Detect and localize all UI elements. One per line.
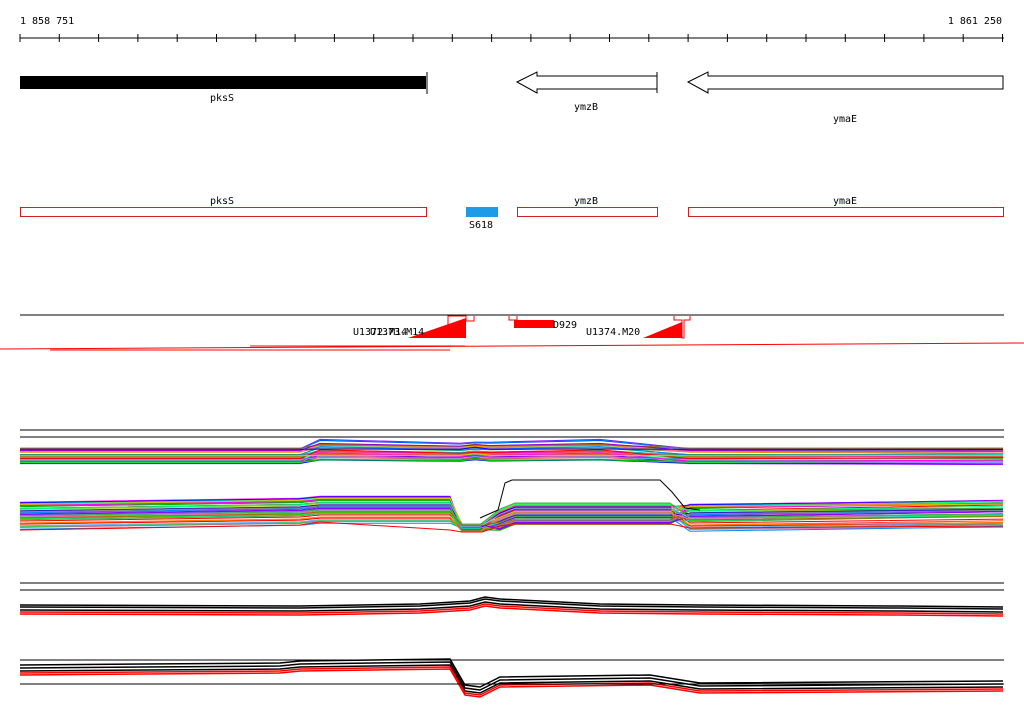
expression-profile <box>19 502 1004 526</box>
tu-label-3: U1374.M20 <box>586 327 640 338</box>
expression-profile <box>19 507 1004 530</box>
tss-bracket-3 <box>673 316 691 339</box>
expression-profile <box>19 603 1004 615</box>
tu-label-1: U1372.M14 <box>353 327 407 338</box>
expression-profile <box>20 449 1004 460</box>
tss-bracket-2 <box>508 316 518 321</box>
feature-D929-label: D929 <box>553 320 577 331</box>
gene-ymzB-arrow[interactable] <box>515 71 658 94</box>
expression-profile <box>20 452 1004 462</box>
expression-profile <box>19 668 1004 698</box>
gene-pksS-label: pksS <box>210 93 234 104</box>
expression-profile <box>19 601 1004 613</box>
expression-profile <box>20 442 1004 452</box>
expression-profile <box>19 508 1004 531</box>
tss-triangle-2[interactable] <box>643 322 682 338</box>
annotation-track: pksS ymzB ymaE S618 <box>20 196 1004 231</box>
expression-profile <box>20 452 1004 457</box>
ruler-start-label: 1 858 751 <box>20 16 74 27</box>
gene-track: pksS ymzB ymaE <box>20 71 1004 125</box>
annot-pksS-box[interactable] <box>20 207 427 217</box>
gene-ymaE-label: ymaE <box>833 114 857 125</box>
expression-profile <box>19 605 1004 617</box>
gene-ymaE-arrow[interactable] <box>686 71 1004 94</box>
expression-panel-2 <box>19 582 1004 698</box>
expression-profile <box>20 444 1004 454</box>
ruler-end-label: 1 861 250 <box>948 16 1002 27</box>
transcription-track: U1372.M14 U1373.M14 D929 U1374.M20 <box>0 314 1024 351</box>
feature-S618-label: S618 <box>469 220 493 231</box>
tss-bracket-1 <box>447 315 475 338</box>
annot-ymaE-label: ymaE <box>833 196 857 207</box>
tss-triangle-1[interactable] <box>408 318 466 338</box>
expression-profile <box>19 499 1004 528</box>
coordinate-ruler: 1 858 751 1 861 250 <box>19 16 1004 42</box>
expression-profile <box>19 658 1004 688</box>
feature-S618-block[interactable] <box>466 207 498 217</box>
expression-panel-1 <box>19 429 1004 533</box>
annot-ymaE-box[interactable] <box>688 207 1004 217</box>
expression-profile <box>19 512 1004 532</box>
expression-profile <box>19 598 1004 610</box>
expression-profiles-2 <box>19 596 1004 698</box>
expression-profile <box>19 511 1004 527</box>
annot-pksS-label: pksS <box>210 196 234 207</box>
expression-profile <box>19 666 1004 696</box>
annot-ymzB-label: ymzB <box>574 196 598 207</box>
track-red-line <box>0 342 1024 350</box>
annot-ymzB-box[interactable] <box>517 207 658 217</box>
expression-profile <box>19 664 1004 694</box>
tu-label-2: U1373.M14 <box>370 327 424 338</box>
expression-profile <box>19 497 1004 526</box>
ruler-ticks <box>19 34 1003 42</box>
expression-profile-highlight <box>479 479 701 519</box>
expression-profile <box>19 510 1004 525</box>
expression-profile <box>19 661 1004 691</box>
feature-D929-block[interactable] <box>514 320 554 328</box>
gene-pksS-bar[interactable] <box>20 76 426 89</box>
gene-ymzB-label: ymzB <box>574 102 598 113</box>
expression-profiles-1 <box>19 438 1004 533</box>
expression-profile <box>19 521 1004 533</box>
expression-profile <box>19 596 1004 608</box>
expression-profile <box>20 446 1004 450</box>
expression-profile <box>20 455 1004 462</box>
